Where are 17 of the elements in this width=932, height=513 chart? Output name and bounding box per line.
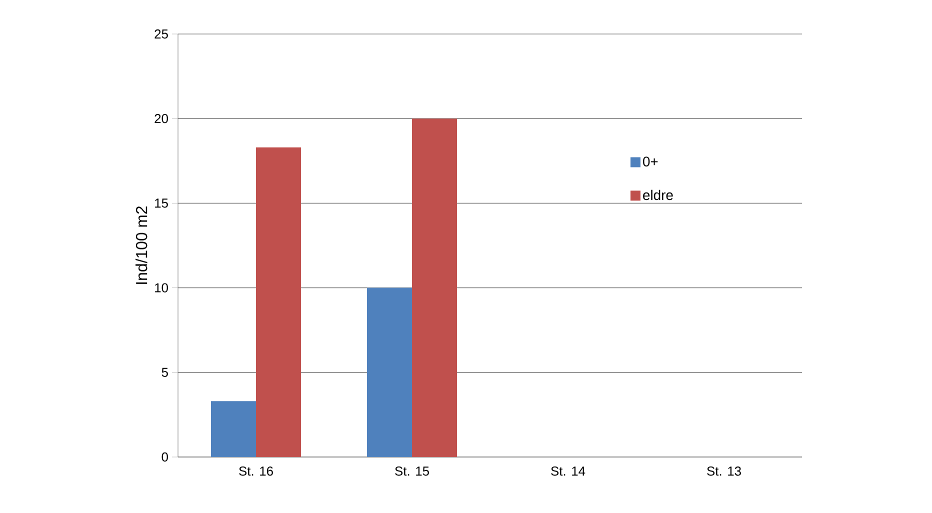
y-tick-label: 5	[162, 368, 168, 377]
bar	[256, 147, 302, 457]
bar	[211, 401, 256, 457]
y-tick-label: 10	[155, 283, 168, 292]
x-tick-label: St. 13	[707, 466, 741, 476]
x-tick-label: St. 15	[395, 466, 429, 476]
legend-label: 0+	[643, 156, 658, 166]
legend-label: eldre	[643, 190, 673, 200]
y-tick-label: 25	[154, 29, 168, 39]
bar	[367, 288, 412, 457]
y-tick-label: 0	[162, 452, 168, 462]
y-axis-title: Ind/100 m2	[136, 206, 148, 284]
bar	[412, 118, 458, 457]
x-tick-label: St. 16	[239, 466, 273, 476]
x-tick-label: St. 14	[551, 466, 586, 476]
y-tick-label: 15	[155, 198, 168, 208]
y-tick-label: 20	[154, 114, 168, 124]
